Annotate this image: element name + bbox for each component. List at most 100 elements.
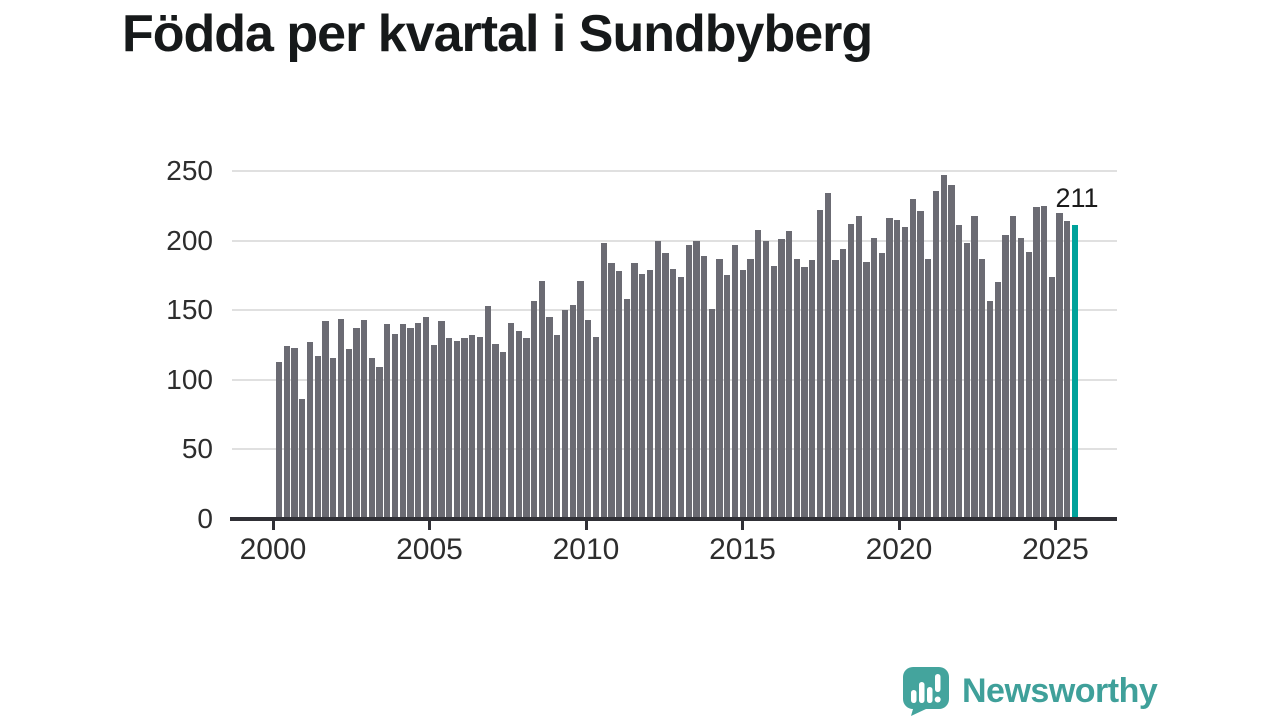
bar [646,270,654,519]
x-axis-tick [271,520,275,530]
bar [963,243,970,519]
y-axis-tick-label: 200 [166,224,213,256]
bar [337,319,345,519]
x-axis-tick-label: 2025 [1022,533,1089,566]
bar [608,263,615,519]
bar [901,227,909,519]
bar [585,320,592,519]
bar [538,281,545,519]
bar [523,338,530,519]
bar [1040,206,1048,519]
bar [778,239,785,519]
bar-highlighted-latest [1071,225,1079,519]
bar [469,335,476,519]
bar [492,344,499,519]
bar [592,337,600,519]
bar [276,362,283,519]
bar [615,271,623,519]
x-axis-tick-label: 2005 [396,533,463,566]
bar [1002,235,1009,519]
bar [484,306,491,519]
bar [925,259,932,519]
bar [940,175,947,519]
bar [816,210,824,519]
gridline [232,239,1117,242]
bar [631,263,638,519]
bar [894,220,901,519]
bar [654,241,661,519]
bar [515,331,522,519]
bar [739,270,746,519]
bar [360,320,368,519]
bar [476,337,484,519]
bar [546,317,553,519]
bar [1064,221,1071,519]
bar [1025,252,1032,519]
bar [670,269,677,519]
x-axis-tick-label: 2015 [709,533,776,566]
y-axis-tick-label: 50 [181,433,213,465]
bar [368,358,376,519]
y-axis-tick-label: 100 [166,363,213,395]
x-axis-tick-label: 2000 [239,533,307,566]
bar [299,399,306,519]
bar [762,241,770,519]
y-axis-tick-label: 0 [197,503,213,534]
bar [500,352,507,519]
bar [445,338,453,519]
x-axis-tick [897,520,901,530]
bar [948,185,955,519]
bar [870,238,878,519]
bar [793,259,800,519]
x-axis-tick [741,520,744,530]
bar [314,356,321,519]
bar [399,324,406,519]
bar [955,225,963,519]
last-value-label: 211 [1055,183,1099,213]
bar [662,253,669,519]
x-axis-tick-label: 2020 [865,533,933,566]
bar [1017,238,1025,519]
y-axis-tick-label: 250 [166,155,213,187]
bar [384,324,391,519]
bar [832,260,839,519]
bar [376,367,383,519]
newsworthy-logo[interactable]: Newsworthy [902,666,1158,716]
bar [530,301,538,519]
bar [747,259,754,519]
bar [422,317,430,519]
bar [291,348,298,519]
bar [917,211,924,519]
bar [986,301,994,519]
x-axis-tick [428,520,431,530]
bar [886,218,893,519]
bar [391,334,399,519]
bar [770,266,777,519]
bar [415,323,422,519]
y-axis-tick-label: 150 [166,294,213,326]
bar [577,281,584,519]
bar [979,259,986,519]
gridline [232,170,1117,173]
bar [438,321,445,519]
bar [809,260,816,519]
bar [1056,213,1063,519]
bar [600,243,607,519]
bar [322,321,329,519]
bar [677,277,685,519]
bar [878,253,885,519]
chart-title: Födda per kvartal i Sundbyberg [122,5,873,63]
bar [932,191,940,519]
bar [685,245,692,519]
bar [840,249,847,519]
bar [561,310,569,519]
bar [345,349,352,519]
bar [731,245,739,519]
bar [1048,277,1055,519]
bar [461,338,468,519]
bar [785,231,793,519]
bar [693,241,700,519]
bar [639,274,646,519]
bar [909,199,916,519]
